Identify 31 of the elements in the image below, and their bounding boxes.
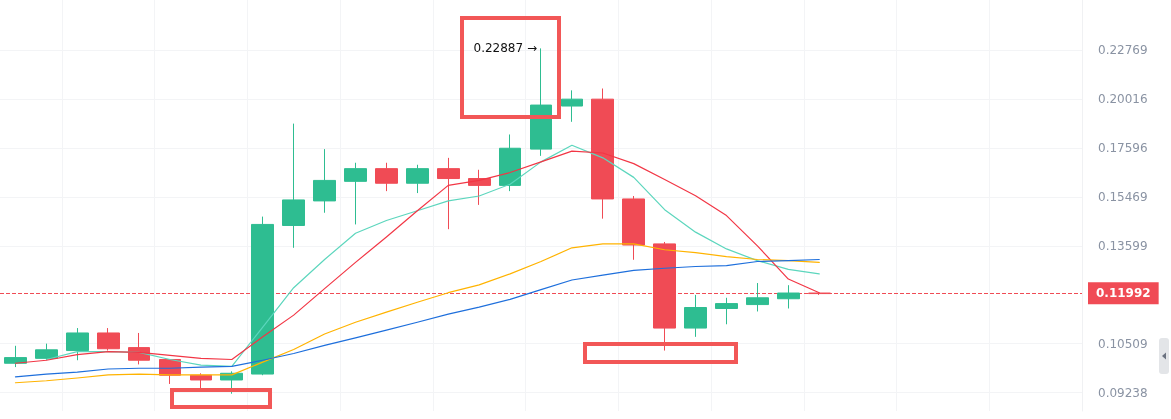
candlestick — [190, 372, 212, 390]
candlestick — [220, 370, 243, 395]
candlestick — [777, 284, 800, 309]
candlestick — [97, 327, 120, 352]
candlestick — [35, 343, 58, 361]
candlestick — [66, 327, 89, 361]
candlestick — [375, 162, 398, 192]
candlestick — [499, 133, 521, 192]
annotation: 0.22887 → — [473, 41, 537, 56]
candlestick — [746, 282, 769, 312]
ref-line-label: 0.11992 — [1096, 286, 1151, 301]
candlestick — [313, 148, 336, 214]
candlestick — [251, 216, 274, 376]
candlestick — [437, 157, 460, 230]
candlestick — [715, 297, 738, 325]
candlestick — [344, 162, 367, 225]
y-tick-label: 0.20016 — [1098, 92, 1148, 107]
y-tick-label: 0.17596 — [1098, 141, 1148, 156]
y-tick-label: 0.10509 — [1098, 336, 1148, 351]
candlestick — [591, 88, 614, 220]
candlestick — [561, 89, 583, 123]
candlestick — [4, 345, 27, 368]
candlestick — [684, 294, 707, 338]
candlestick — [530, 47, 552, 157]
candlestick — [282, 123, 305, 249]
y-tick-label: 0.22769 — [1098, 43, 1148, 58]
candlestick — [406, 164, 429, 194]
y-tick-label: 0.09238 — [1098, 385, 1148, 400]
candlestick — [622, 195, 645, 261]
y-tick-label: 0.15469 — [1098, 190, 1148, 204]
y-tick-label: 0.13599 — [1098, 238, 1148, 253]
